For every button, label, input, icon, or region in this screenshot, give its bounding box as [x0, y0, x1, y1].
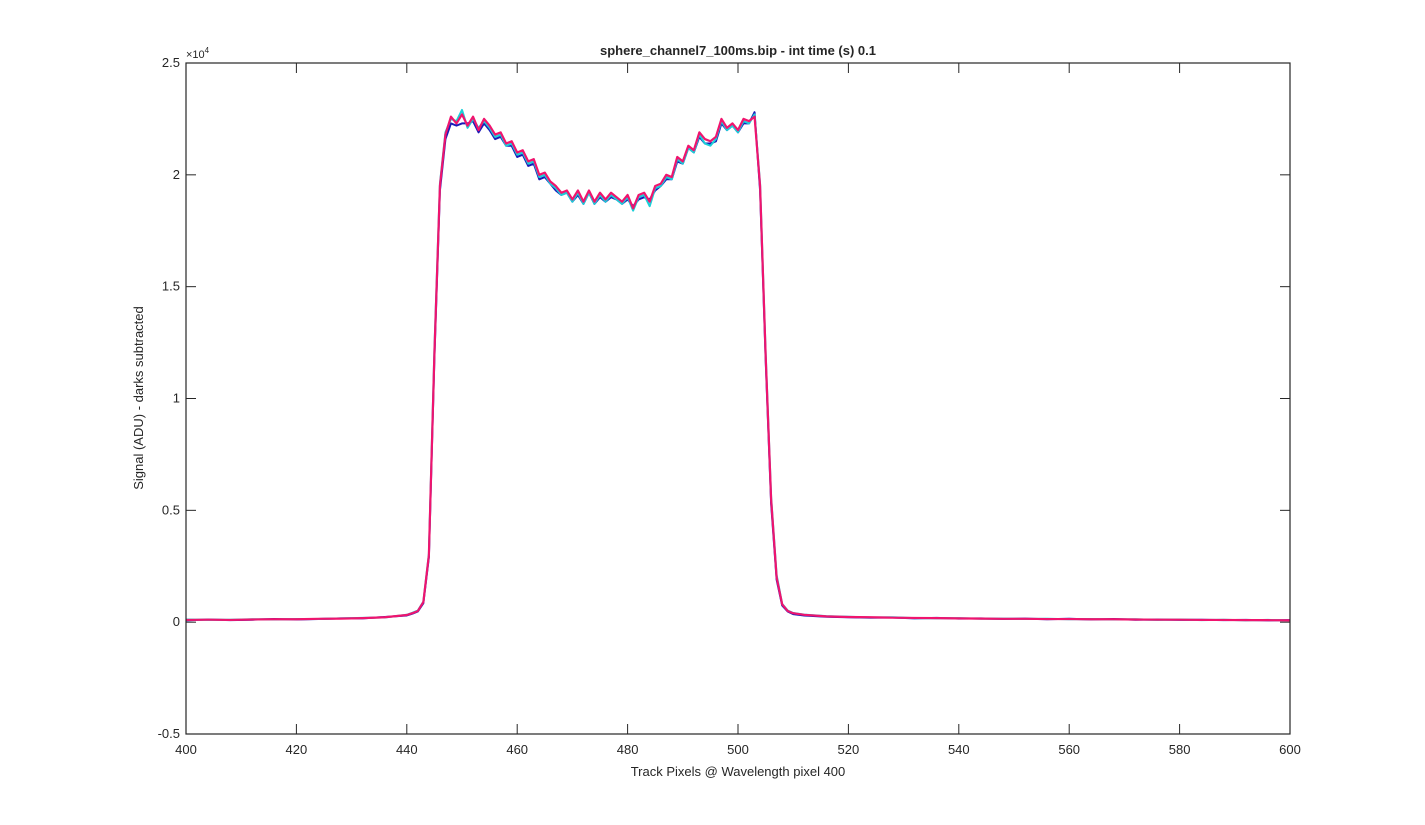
- plot-area: [185, 108, 1291, 622]
- x-tick-label: 420: [286, 742, 308, 757]
- x-tick-label: 500: [727, 742, 749, 757]
- y-tick-label: 1: [173, 391, 180, 406]
- y-tick-label: 0: [173, 614, 180, 629]
- y-tick-label: 2.5: [162, 55, 180, 70]
- x-tick-label: 480: [617, 742, 639, 757]
- y-tick-label: 2: [173, 167, 180, 182]
- y-tick-label: 1.5: [162, 279, 180, 294]
- y-exponent: ×104: [186, 46, 210, 61]
- series-line: [185, 108, 1291, 622]
- x-tick-label: 580: [1169, 742, 1191, 757]
- x-tick-label: 600: [1279, 742, 1301, 757]
- axes-box: [185, 62, 1291, 735]
- exponent-power: 4: [205, 46, 210, 55]
- y-axis-label: Signal (ADU) - darks subtracted: [131, 306, 146, 490]
- series-line: [185, 113, 1291, 622]
- x-tick-label: 540: [948, 742, 970, 757]
- x-tick-label: 440: [396, 742, 418, 757]
- x-tick-label: 520: [838, 742, 860, 757]
- x-axis-label: Track Pixels @ Wavelength pixel 400: [631, 764, 846, 779]
- x-tick-label: 460: [506, 742, 528, 757]
- y-tick-label: -0.5: [158, 726, 180, 741]
- x-tick-label: 560: [1058, 742, 1080, 757]
- exponent-base: ×10: [186, 49, 205, 61]
- x-tick-label: 400: [175, 742, 197, 757]
- series-line: [185, 111, 1291, 622]
- chart-title: sphere_channel7_100ms.bip - int time (s)…: [600, 43, 876, 58]
- y-tick-label: 0.5: [162, 502, 180, 517]
